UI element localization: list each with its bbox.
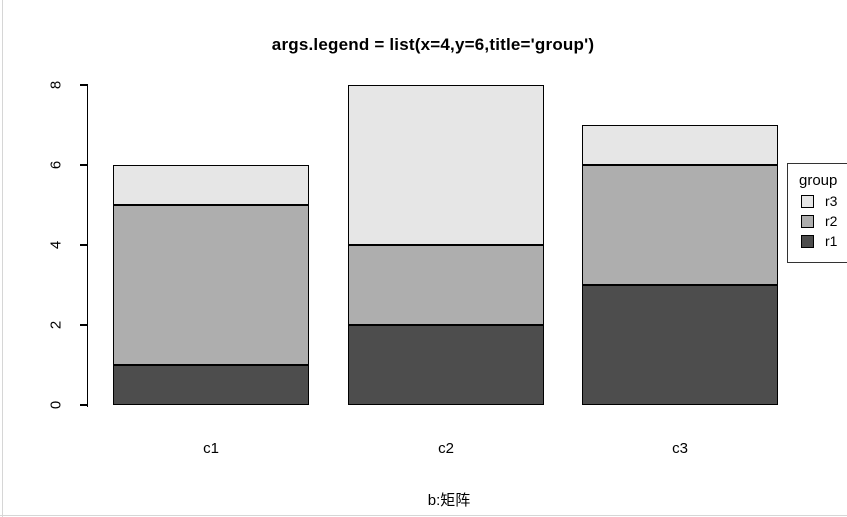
bar-segment-r3-c3 (582, 125, 778, 165)
legend-row-r3: r3 (801, 194, 847, 208)
bar-segment-r2-c3 (582, 165, 778, 285)
chart-title: args.legend = list(x=4,y=6,title='group'… (271, 35, 595, 54)
y-axis-tick (80, 324, 88, 326)
pane-left-border (2, 0, 3, 517)
legend-label: r2 (825, 213, 838, 229)
y-axis-tick (80, 404, 88, 406)
y-tick-label: 2 (47, 320, 65, 330)
y-axis-line (86, 85, 88, 407)
bar-segment-r1-c2 (348, 325, 544, 405)
y-tick-label: 8 (47, 80, 65, 90)
y-tick-label: 0 (47, 400, 65, 410)
legend-title: group (799, 172, 838, 189)
legend-swatch-r3-icon (801, 194, 814, 208)
x-tick-label-c3: c3 (672, 440, 688, 457)
bar-segment-r1-c1 (113, 365, 309, 405)
legend-label: r1 (825, 233, 838, 249)
bar-segment-r2-c2 (348, 245, 544, 325)
y-axis-tick (80, 244, 88, 246)
legend-row-r2: r2 (801, 214, 847, 228)
y-axis-tick (80, 164, 88, 166)
x-axis-caption: b:矩阵 (427, 492, 471, 509)
y-tick-label: 6 (47, 160, 65, 170)
bar-segment-r3-c2 (348, 85, 544, 245)
legend-row-r1: r1 (801, 234, 847, 248)
legend-swatch-r1-icon (801, 234, 814, 248)
y-axis-tick (80, 84, 88, 86)
bar-segment-r3-c1 (113, 165, 309, 205)
bar-segment-r1-c3 (582, 285, 778, 405)
x-tick-label-c1: c1 (203, 440, 219, 457)
bar-segment-r2-c1 (113, 205, 309, 365)
y-tick-label: 4 (47, 240, 65, 250)
legend-label: r3 (825, 193, 838, 209)
legend-swatch-r2-icon (801, 214, 814, 228)
legend-items: r3 r2 r1 (788, 194, 847, 248)
x-tick-label-c2: c2 (438, 440, 454, 457)
legend-box: group r3 r2 r1 (787, 163, 847, 263)
pane-bottom-border (0, 515, 847, 516)
